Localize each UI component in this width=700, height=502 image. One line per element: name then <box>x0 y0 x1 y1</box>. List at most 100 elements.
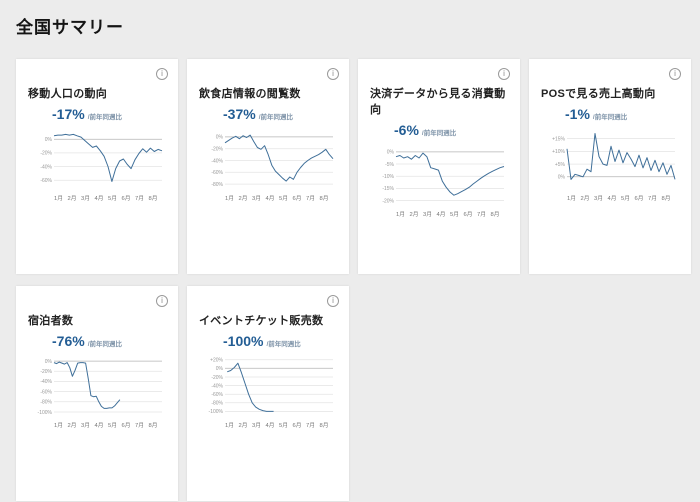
svg-text:7月: 7月 <box>135 422 144 429</box>
svg-text:6月: 6月 <box>464 211 473 218</box>
svg-text:3月: 3月 <box>423 211 432 218</box>
svg-text:5月: 5月 <box>108 422 117 429</box>
trend-chart: 0% -20% -40% -60% 1月 2月 3月 4月 5月 6月 7月 8月 <box>28 126 166 204</box>
svg-text:0%: 0% <box>558 175 566 181</box>
svg-text:-80%: -80% <box>211 182 223 188</box>
svg-text:-100%: -100% <box>38 410 53 416</box>
trend-chart-svg: 0% -20% -40% -60% 1月 2月 3月 4月 5月 6月 7月 8月 <box>40 133 163 202</box>
svg-text:8月: 8月 <box>320 195 329 202</box>
svg-text:7月: 7月 <box>306 422 315 429</box>
svg-text:3月: 3月 <box>252 195 261 202</box>
svg-text:-20%: -20% <box>211 147 223 153</box>
svg-text:-20%: -20% <box>211 375 223 381</box>
card-title: 宿泊者数 <box>28 315 74 327</box>
yoy-value-row: -37% /前年同週比 <box>223 106 337 122</box>
yoy-value: -17% <box>52 106 85 122</box>
svg-text:3月: 3月 <box>81 195 90 202</box>
svg-text:-40%: -40% <box>40 379 52 385</box>
yoy-value-row: -1% /前年同週比 <box>565 106 679 122</box>
svg-text:2月: 2月 <box>239 422 248 429</box>
svg-text:1月: 1月 <box>225 422 234 429</box>
svg-text:1月: 1月 <box>54 422 63 429</box>
info-icon[interactable]: i <box>156 295 168 307</box>
info-icon[interactable]: i <box>669 68 681 80</box>
svg-text:8月: 8月 <box>149 422 158 429</box>
info-icon[interactable]: i <box>327 295 339 307</box>
card-restaurant-views: i 飲食店情報の閲覧数 -37% /前年同週比 0% -20% -40% -60% -8… <box>187 59 349 274</box>
svg-text:0%: 0% <box>45 137 53 143</box>
svg-text:-40%: -40% <box>211 383 223 389</box>
svg-text:3月: 3月 <box>252 422 261 429</box>
trend-chart-svg: +20% 0% -20% -40% -60% -80% -100% 1月 2月 3月 4月 5月 6月 7… <box>209 358 333 429</box>
svg-text:4月: 4月 <box>437 211 446 218</box>
trend-chart-svg: 0% -20% -40% -60% -80% 1月 2月 3月 4月 5月 6月 7月 8月 <box>211 134 334 202</box>
card-title: 決済データから見る消費動向 <box>370 88 506 116</box>
trend-chart: +15% +10% +5% 0% 1月 2月 3月 4月 5月 6月 7月 8月 <box>541 126 679 204</box>
svg-text:4月: 4月 <box>266 195 275 202</box>
svg-text:-20%: -20% <box>40 369 52 375</box>
svg-text:1月: 1月 <box>396 211 405 218</box>
yoy-suffix-label: /前年同週比 <box>421 130 457 137</box>
svg-text:8月: 8月 <box>662 195 671 202</box>
card-title: イベントチケット販売数 <box>199 315 324 327</box>
yoy-value: -37% <box>223 106 256 122</box>
info-icon[interactable]: i <box>498 68 510 80</box>
yoy-value-row: -100% /前年同週比 <box>223 333 337 349</box>
svg-text:6月: 6月 <box>293 422 302 429</box>
svg-text:0%: 0% <box>387 150 395 156</box>
svg-text:-60%: -60% <box>211 392 223 398</box>
svg-text:-40%: -40% <box>40 164 52 170</box>
svg-text:8月: 8月 <box>491 211 500 218</box>
card-event-tickets: i イベントチケット販売数 -100% /前年同週比 +20% 0% -20% -40… <box>187 286 349 501</box>
svg-text:-80%: -80% <box>211 401 223 407</box>
yoy-value: -6% <box>394 122 419 138</box>
card-title: 飲食店情報の閲覧数 <box>199 88 301 100</box>
trend-chart-svg: 0% -20% -40% -60% -80% -100%1月 2月 3月 4月 5月 6月 7月 8月 <box>38 359 162 429</box>
svg-text:-60%: -60% <box>211 170 223 176</box>
svg-text:2月: 2月 <box>68 195 77 202</box>
yoy-value-row: -17% /前年同週比 <box>52 106 166 122</box>
svg-text:8月: 8月 <box>320 422 329 429</box>
svg-text:5月: 5月 <box>621 195 630 202</box>
svg-text:5月: 5月 <box>108 195 117 202</box>
info-icon[interactable]: i <box>156 68 168 80</box>
svg-text:-20%: -20% <box>382 198 394 204</box>
svg-text:5月: 5月 <box>279 195 288 202</box>
card-title: 移動人口の動向 <box>28 88 108 100</box>
svg-text:1月: 1月 <box>225 195 234 202</box>
yoy-suffix-label: /前年同週比 <box>87 341 122 348</box>
svg-text:2月: 2月 <box>239 195 248 202</box>
svg-text:5月: 5月 <box>450 211 459 218</box>
yoy-suffix-label: /前年同週比 <box>258 114 293 121</box>
svg-text:-40%: -40% <box>211 158 223 164</box>
svg-text:4月: 4月 <box>608 195 617 202</box>
svg-text:0%: 0% <box>216 135 224 141</box>
yoy-value: -100% <box>223 333 264 349</box>
svg-text:2月: 2月 <box>581 195 590 202</box>
svg-text:6月: 6月 <box>635 195 644 202</box>
svg-text:-60%: -60% <box>40 389 52 395</box>
svg-text:1月: 1月 <box>54 195 63 202</box>
svg-text:3月: 3月 <box>81 422 90 429</box>
svg-text:4月: 4月 <box>95 422 104 429</box>
trend-chart: 0% -20% -40% -60% -80% -100% 1月 2月 3月 4月 5月 6月 7月 8月 <box>28 353 166 431</box>
svg-text:7月: 7月 <box>477 211 486 218</box>
trend-chart: +20% 0% -20% -40% -60% -80% -100% 1月 2月 3月 4月 5月 6月 7… <box>199 353 337 431</box>
page-title: 全国サマリー <box>16 18 124 37</box>
summary-card-grid: i 移動人口の動向 -17% /前年同週比 0% -20% -40% -60% 1月 2月… <box>16 59 700 501</box>
svg-text:-60%: -60% <box>40 178 52 184</box>
svg-text:-100%: -100% <box>209 409 224 415</box>
yoy-value: -76% <box>52 333 85 349</box>
yoy-suffix-label: /前年同週比 <box>266 341 301 348</box>
svg-text:-5%: -5% <box>385 162 394 168</box>
card-payment-consumption: i 決済データから見る消費動向 -6% /前年同週比 0% -5% -10% -15%… <box>358 59 520 274</box>
svg-text:2月: 2月 <box>410 211 419 218</box>
info-icon[interactable]: i <box>327 68 339 80</box>
svg-text:-15%: -15% <box>382 186 394 192</box>
svg-text:7月: 7月 <box>135 195 144 202</box>
svg-text:+10%: +10% <box>552 149 565 155</box>
svg-text:4月: 4月 <box>266 422 275 429</box>
svg-text:+20%: +20% <box>210 358 223 364</box>
svg-text:-20%: -20% <box>40 151 52 157</box>
svg-text:+5%: +5% <box>555 162 566 168</box>
